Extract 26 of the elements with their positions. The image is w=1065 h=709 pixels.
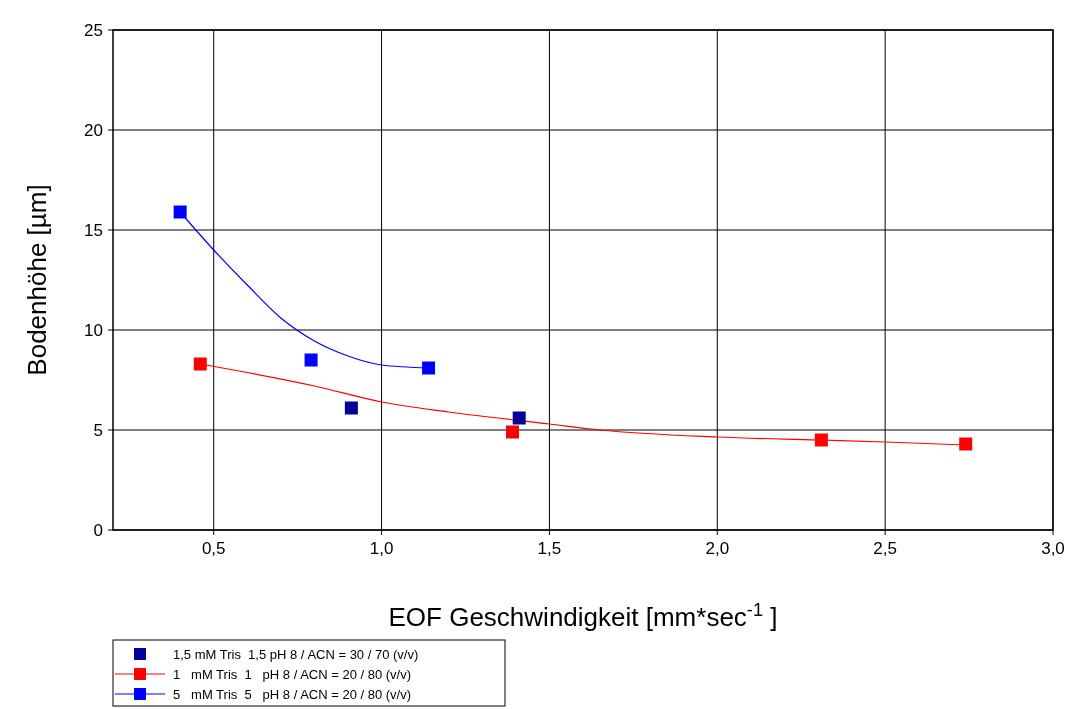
y-axis-title: Bodenhöhe [µm] (22, 184, 52, 376)
point (173, 205, 187, 219)
x-tick-label: 2,5 (873, 539, 897, 558)
point (193, 357, 207, 371)
point (422, 361, 436, 375)
legend-label: 1,5 mM Tris 1,5 pH 8 / ACN = 30 / 70 (v/v) (173, 647, 419, 662)
x-tick-label: 1,0 (369, 539, 394, 558)
x-tick-label: 3,0 (1041, 539, 1065, 558)
legend-label: 5 mM Tris 5 pH 8 / ACN = 20 / 80 (v/v) (173, 687, 412, 702)
x-tick-label: 0,5 (201, 539, 226, 558)
point (506, 425, 519, 439)
point (814, 433, 828, 447)
point (959, 437, 973, 451)
y-tick-label: 5 (93, 421, 103, 440)
point (344, 401, 358, 415)
point (304, 353, 318, 367)
point (512, 411, 526, 425)
y-tick-label: 15 (84, 221, 103, 240)
y-tick-label: 0 (93, 521, 103, 540)
legend-label: 1 mM Tris 1 pH 8 / ACN = 20 / 80 (v/v) (173, 667, 412, 682)
y-tick-label: 20 (84, 121, 103, 140)
x-tick-label: 2,0 (705, 539, 730, 558)
y-tick-label: 10 (84, 321, 103, 340)
x-tick-label: 1,5 (537, 539, 562, 558)
x-axis-title: EOF Geschwindigkeit [mm*sec$^{-1}$ ] (388, 600, 778, 632)
y-tick-label: 25 (84, 21, 103, 40)
